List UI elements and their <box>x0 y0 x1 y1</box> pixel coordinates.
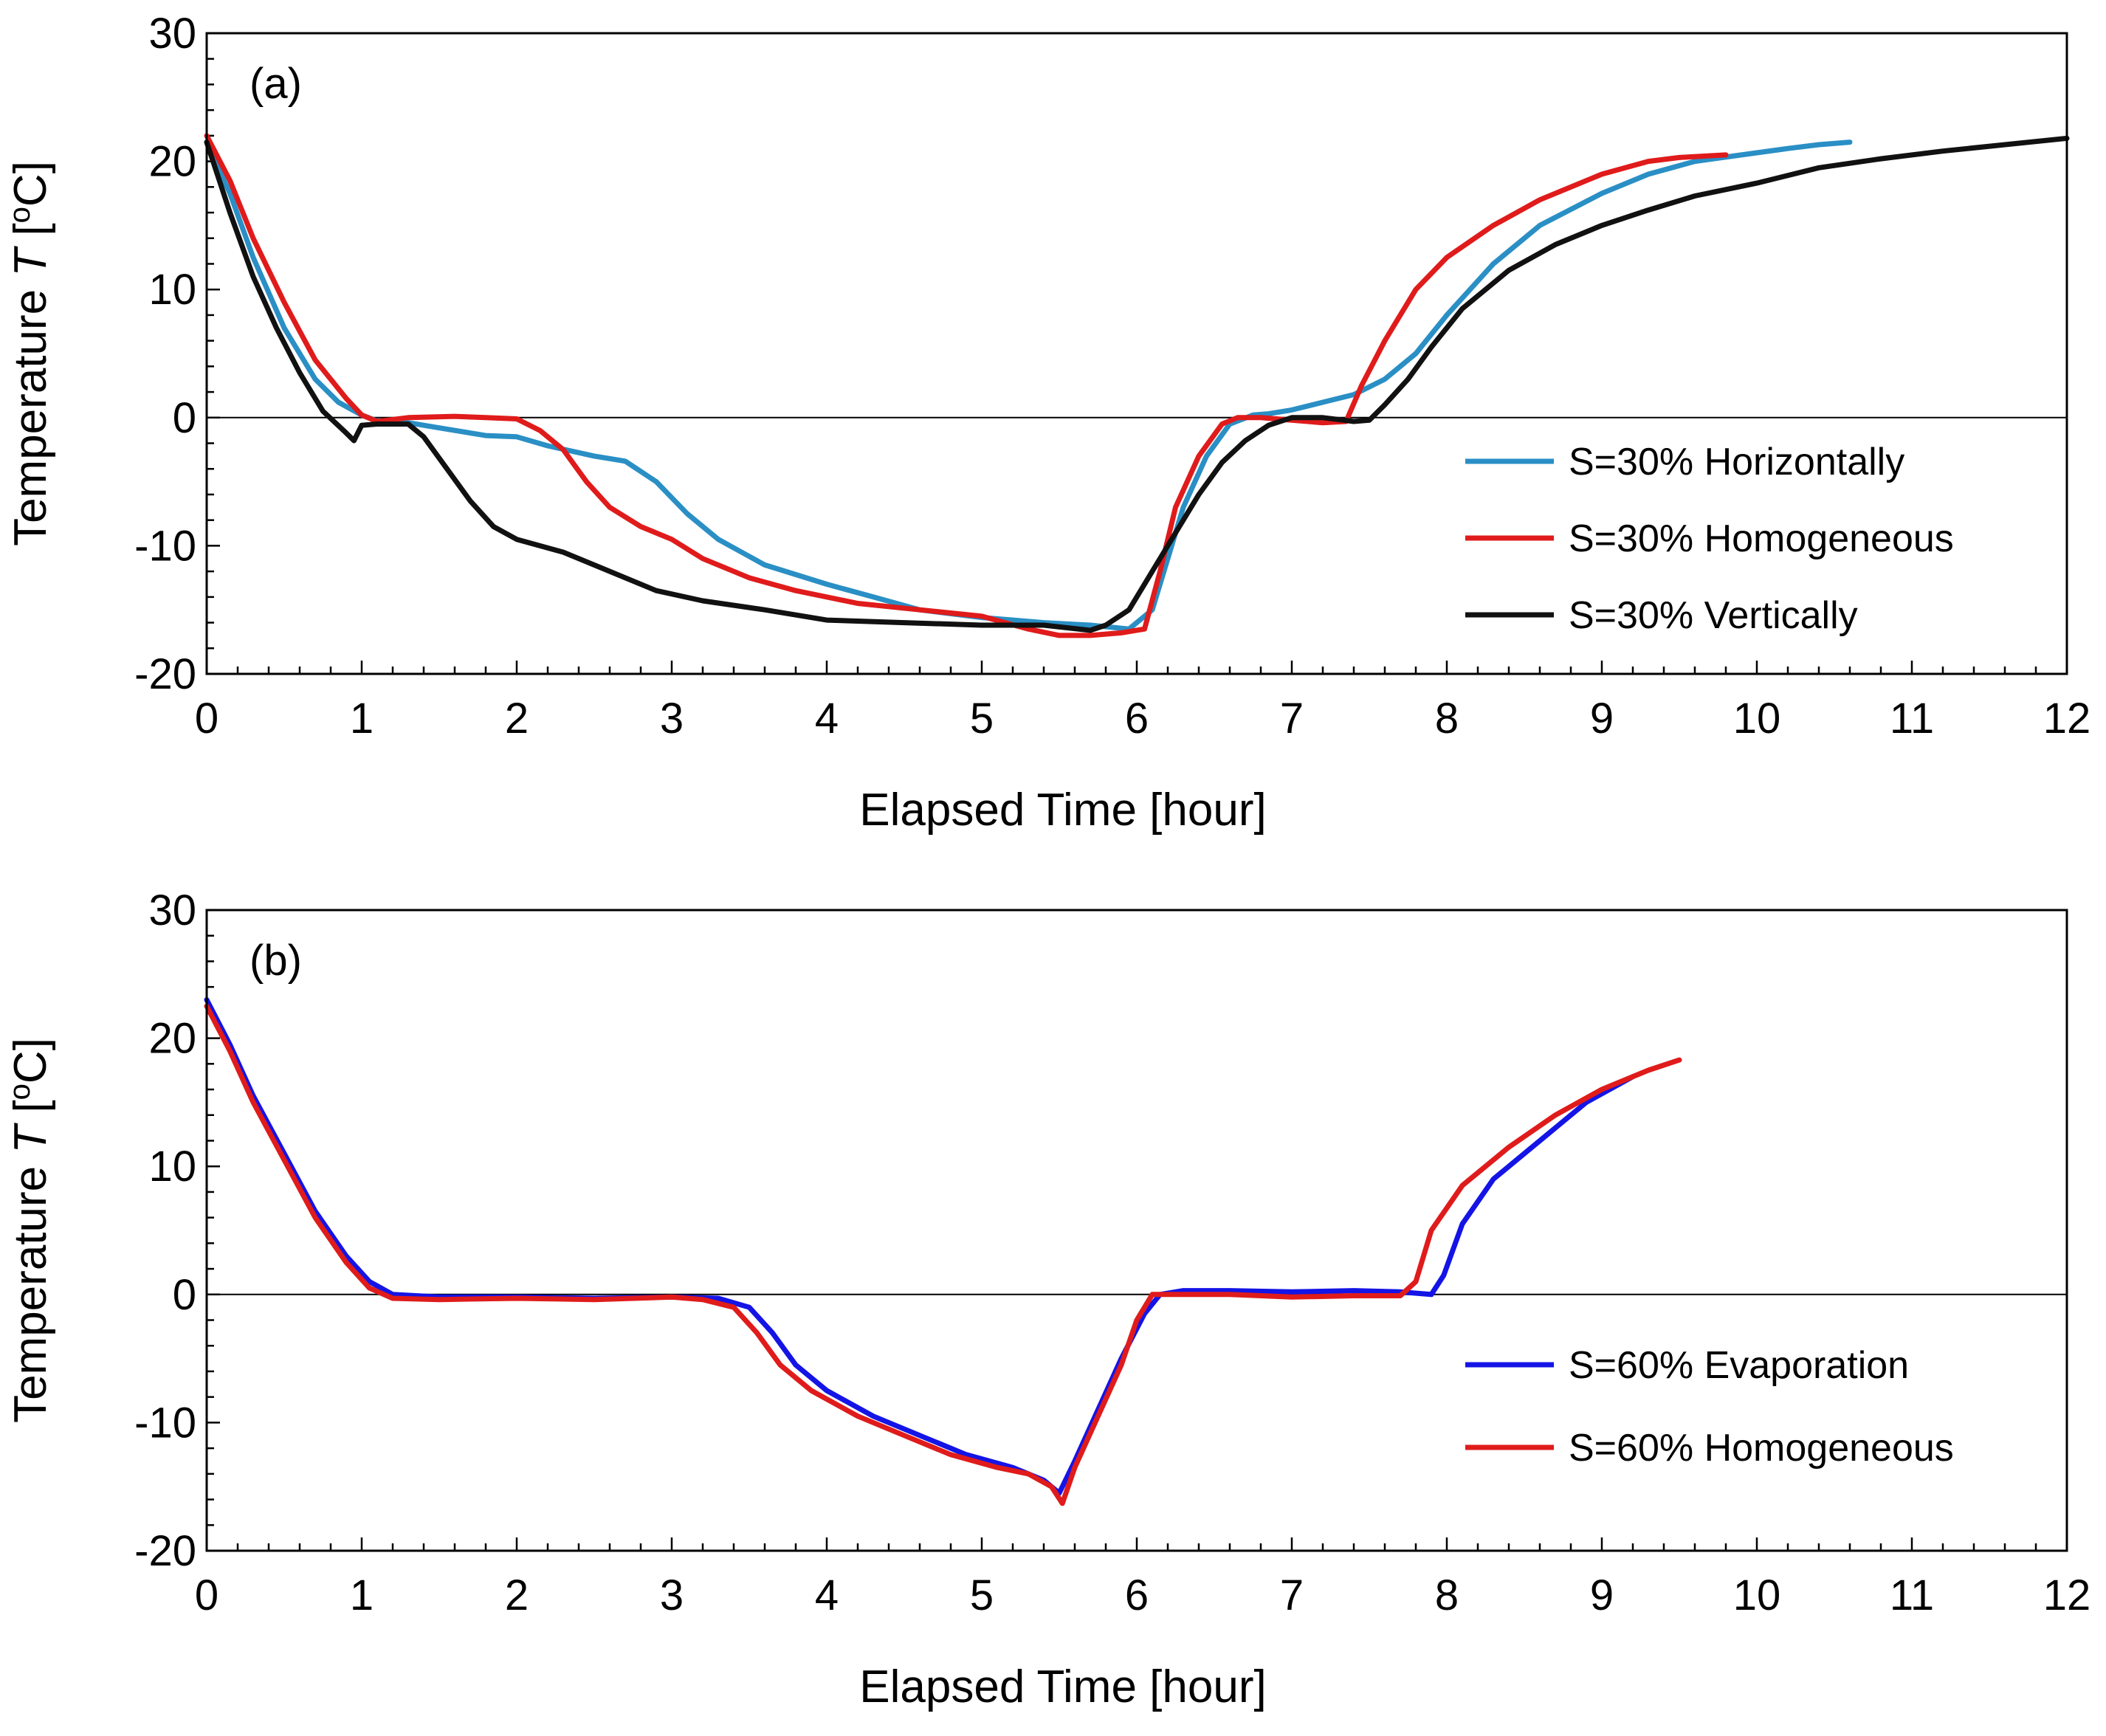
panel-label: (b) <box>250 937 302 985</box>
y-tick-label: -20 <box>134 650 196 698</box>
x-tick-label: 5 <box>970 695 994 743</box>
y-tick-label: -20 <box>134 1527 196 1575</box>
x-tick-label: 4 <box>815 1571 839 1619</box>
x-tick-label: 0 <box>195 1571 218 1619</box>
x-tick-label: 8 <box>1435 1571 1459 1619</box>
legend-label: S=30% Homogeneous <box>1569 517 1954 560</box>
y-axis-title-unit-sup: o <box>4 207 36 223</box>
series-line-3 <box>204 135 2070 633</box>
y-axis-title-unit-close: C] <box>5 161 56 207</box>
x-tick-label: 11 <box>1890 695 1934 743</box>
x-tick-label: 9 <box>1590 1571 1614 1619</box>
series-line-2 <box>204 1003 1682 1506</box>
x-tick-label: 6 <box>1125 695 1149 743</box>
x-tick-label: 8 <box>1435 695 1459 743</box>
panel-label: (a) <box>250 60 302 108</box>
x-tick-label: 1 <box>350 695 374 743</box>
y-tick-label: 20 <box>148 1015 196 1063</box>
plot-frame <box>205 909 2068 1552</box>
x-tick-label: 3 <box>660 695 684 743</box>
x-tick-label: 7 <box>1280 695 1304 743</box>
x-tick-label: 10 <box>1733 695 1781 743</box>
x-tick-label: 0 <box>195 695 218 743</box>
y-axis-title-variable: T <box>5 1123 56 1154</box>
x-tick-label: 7 <box>1280 1571 1304 1619</box>
legend-label: S=60% Homogeneous <box>1569 1427 1954 1470</box>
x-tick-label: 4 <box>815 695 839 743</box>
y-tick-label: 0 <box>173 1271 196 1319</box>
y-tick-label: 30 <box>148 10 196 58</box>
x-tick-label: 12 <box>2043 1571 2091 1619</box>
y-tick-label: 10 <box>148 266 196 314</box>
y-tick-label: 0 <box>173 394 196 442</box>
x-tick-label: 11 <box>1890 1571 1934 1619</box>
x-tick-label: 12 <box>2043 695 2091 743</box>
x-tick-label: 6 <box>1125 1571 1149 1619</box>
x-axis-title: Elapsed Time [hour] <box>859 1661 1266 1712</box>
y-tick-label: 10 <box>148 1143 196 1191</box>
legend-label: S=30% Horizontally <box>1569 441 1904 483</box>
x-tick-label: 5 <box>970 1571 994 1619</box>
x-tick-label: 3 <box>660 1571 684 1619</box>
series-line-1 <box>204 997 1636 1496</box>
x-tick-label: 2 <box>505 695 529 743</box>
y-tick-label: -10 <box>134 522 196 570</box>
y-axis-title: Temperature T [oC] <box>4 161 56 546</box>
y-axis-title-variable: T <box>5 246 56 277</box>
y-tick-label: 30 <box>148 886 196 934</box>
y-axis-title-text: Temperature <box>5 277 56 546</box>
y-tick-label: 20 <box>148 138 196 186</box>
plot-frame <box>205 32 2068 675</box>
x-tick-label: 10 <box>1733 1571 1781 1619</box>
y-axis-title-unit-sup: o <box>4 1084 36 1100</box>
y-axis-title-text: Temperature <box>5 1154 56 1423</box>
legend-label: S=60% Evaporation <box>1569 1344 1909 1387</box>
x-tick-label: 1 <box>350 1571 374 1619</box>
y-axis-title-unit-close: C] <box>5 1038 56 1084</box>
x-tick-label: 2 <box>505 1571 529 1619</box>
x-axis-title: Elapsed Time [hour] <box>859 785 1266 836</box>
y-tick-label: -10 <box>134 1399 196 1447</box>
y-axis-title-unit-open: [ <box>5 223 56 248</box>
y-axis-title: Temperature T [oC] <box>4 1038 56 1423</box>
legend-label: S=30% Vertically <box>1569 594 1858 637</box>
y-axis-title-unit-open: [ <box>5 1100 56 1125</box>
series-line-2 <box>204 133 1729 638</box>
x-tick-label: 9 <box>1590 695 1614 743</box>
